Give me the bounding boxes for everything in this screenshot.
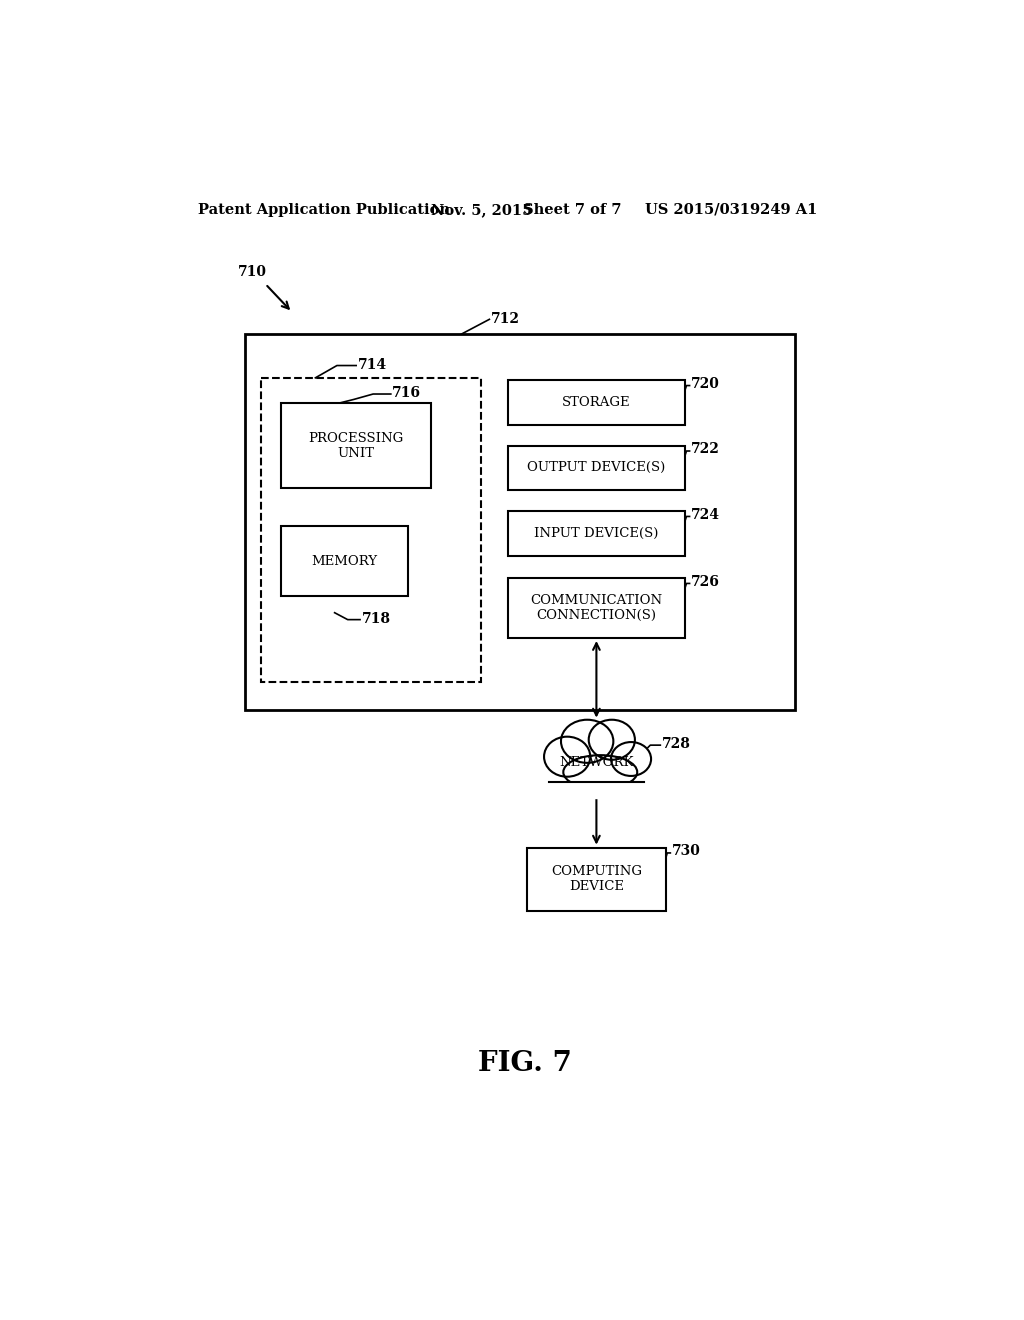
Bar [508, 446, 685, 490]
Text: 726: 726 [691, 576, 720, 589]
Text: 710: 710 [239, 265, 267, 280]
Text: COMPUTING
DEVICE: COMPUTING DEVICE [551, 865, 642, 894]
Text: 724: 724 [691, 508, 720, 521]
Text: 712: 712 [490, 312, 520, 326]
Text: US 2015/0319249 A1: US 2015/0319249 A1 [645, 203, 817, 216]
Text: Patent Application Publication: Patent Application Publication [199, 203, 451, 216]
Text: 718: 718 [361, 612, 390, 626]
Ellipse shape [561, 719, 613, 763]
Text: Sheet 7 of 7: Sheet 7 of 7 [523, 203, 622, 216]
Bar [508, 578, 685, 638]
Text: 728: 728 [662, 737, 691, 751]
Ellipse shape [589, 719, 635, 760]
Text: 714: 714 [357, 358, 387, 372]
Bar [508, 511, 685, 556]
Text: Nov. 5, 2015: Nov. 5, 2015 [431, 203, 532, 216]
Text: MEMORY: MEMORY [311, 554, 377, 568]
Text: INPUT DEVICE(S): INPUT DEVICE(S) [535, 527, 658, 540]
Text: 730: 730 [672, 845, 700, 858]
Text: 722: 722 [691, 442, 720, 457]
Ellipse shape [544, 737, 590, 776]
Text: 720: 720 [691, 378, 720, 391]
Bar [508, 380, 685, 425]
Bar [261, 378, 481, 682]
Text: 716: 716 [392, 387, 421, 400]
Text: PROCESSING
UNIT: PROCESSING UNIT [308, 432, 403, 459]
Bar [527, 847, 666, 911]
Ellipse shape [563, 755, 637, 789]
Text: COMMUNICATION
CONNECTION(S): COMMUNICATION CONNECTION(S) [530, 594, 663, 622]
Ellipse shape [611, 742, 651, 776]
Bar [543, 781, 650, 797]
Bar [281, 527, 408, 595]
Text: OUTPUT DEVICE(S): OUTPUT DEVICE(S) [527, 462, 666, 474]
Bar [281, 404, 431, 488]
Text: NETWORK: NETWORK [559, 756, 634, 770]
Bar [245, 334, 795, 710]
Text: STORAGE: STORAGE [562, 396, 631, 409]
Text: FIG. 7: FIG. 7 [478, 1049, 571, 1077]
